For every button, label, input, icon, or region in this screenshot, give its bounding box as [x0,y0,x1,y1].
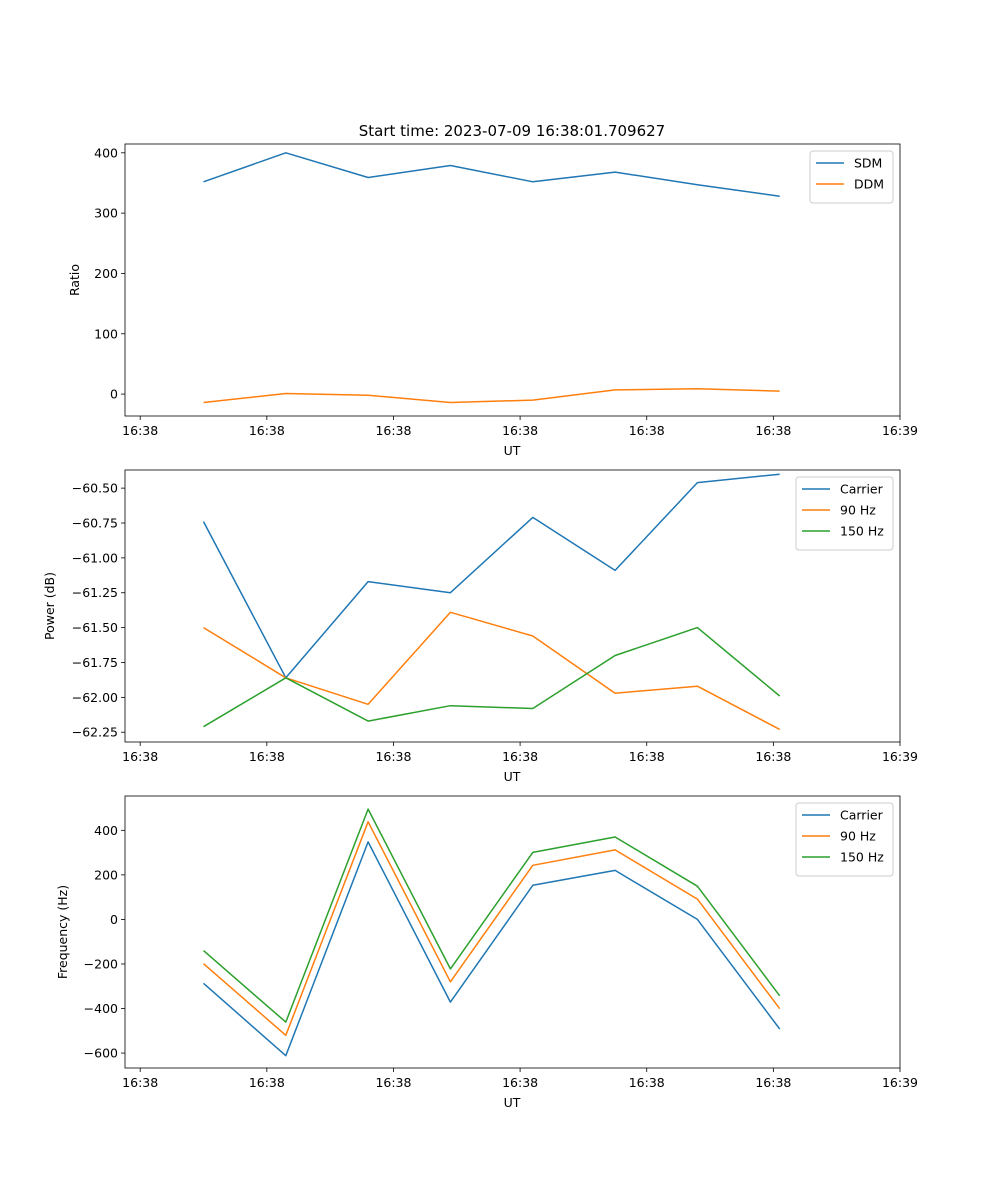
legend: SDM DDM [809,150,894,204]
x-axis-label: UT [504,443,521,458]
legend: Carrier 90 Hz 150 Hz [795,802,894,877]
x-tick-label: 16:38 [375,423,411,438]
y-tick-label: 100 [94,326,118,341]
y-tick-label: 200 [94,867,118,882]
y-tick-label: −60.50 [72,481,118,496]
legend-label-ddm: DDM [854,177,884,192]
x-axis-label: UT [504,769,521,784]
x-tick-label: 16:38 [249,423,285,438]
x-tick-label: 16:38 [755,749,791,764]
y-tick-label: −61.25 [72,585,118,600]
x-tick-label: 16:38 [375,1075,411,1090]
y-tick-label: −61.75 [72,655,118,670]
x-tick-label: 16:38 [122,423,158,438]
series-line-150-hz [203,808,781,1023]
legend-label-90-hz: 90 Hz [840,503,876,518]
y-tick-label: 200 [94,266,118,281]
legend-label-carrier: Carrier [840,482,884,497]
x-tick-label: 16:38 [629,423,665,438]
y-tick-label: −400 [84,1001,118,1016]
x-tick-label: 16:39 [882,423,918,438]
chart-title: Start time: 2023-07-09 16:38:01.709627 [359,122,665,140]
x-tick-label: 16:39 [882,749,918,764]
y-axis-label: Power (dB) [42,572,57,640]
y-tick-label: −600 [84,1046,118,1061]
series-line-ddm [203,387,780,404]
x-axis-label: UT [504,1095,521,1110]
panels: 0 100 200 300 400 16:38 16:38 16:38 16:38 16:38 16… [42,143,918,1110]
y-tick-label: −62.00 [72,690,118,705]
y-tick-label: 300 [94,206,118,221]
panel-2: −62.25 −62.00 −61.75 −61.50 −61.25 −61.00 −60.… [42,469,918,784]
x-tick-label: 16:38 [755,1075,791,1090]
y-tick-label: 0 [110,912,118,927]
legend-label-150-hz: 150 Hz [840,850,884,865]
x-tick-label: 16:38 [122,1075,158,1090]
legend-label-sdm: SDM [854,156,882,171]
panel-1: 0 100 200 300 400 16:38 16:38 16:38 16:38 16:38 16… [67,143,918,458]
x-tick-label: 16:38 [122,749,158,764]
series-line-90-hz [203,821,781,1037]
y-tick-label: 0 [110,387,118,402]
x-tick-label: 16:38 [375,749,411,764]
axes-frame [124,795,901,1069]
x-tick-label: 16:38 [249,749,285,764]
x-tick-label: 16:38 [629,1075,665,1090]
legend-label-carrier: Carrier [840,808,884,823]
x-tick-label: 16:39 [882,1075,918,1090]
y-axis-label: Frequency (Hz) [55,885,70,979]
y-tick-label: −60.75 [72,516,118,531]
legend-box [809,150,894,204]
y-tick-label: −61.50 [72,620,118,635]
x-tick-label: 16:38 [249,1075,285,1090]
y-tick-label: 400 [94,823,118,838]
series-line-carrier [203,841,781,1057]
y-tick-label: −200 [84,956,118,971]
x-tick-label: 16:38 [502,1075,538,1090]
series-line-carrier [202,473,780,679]
x-tick-label: 16:38 [502,749,538,764]
legend-label-150-hz: 150 Hz [840,524,884,539]
legend-label-90-hz: 90 Hz [840,829,876,844]
series-line-sdm [203,152,780,197]
x-tick-label: 16:38 [755,423,791,438]
axes-frame [124,143,901,417]
x-tick-label: 16:38 [502,423,538,438]
x-tick-label: 16:38 [629,749,665,764]
panel-3: −600 −400 −200 0 200 400 16:38 16:38 16:38 16:38 1… [55,795,918,1110]
y-tick-label: −61.00 [72,550,118,565]
series-line-150-hz [203,626,781,728]
y-tick-label: 400 [94,145,118,160]
series-line-90-hz [203,611,781,731]
y-axis-label: Ratio [67,264,82,296]
legend: Carrier 90 Hz 150 Hz [795,476,894,551]
axes-frame [124,469,901,743]
y-tick-label: −62.25 [72,725,118,740]
